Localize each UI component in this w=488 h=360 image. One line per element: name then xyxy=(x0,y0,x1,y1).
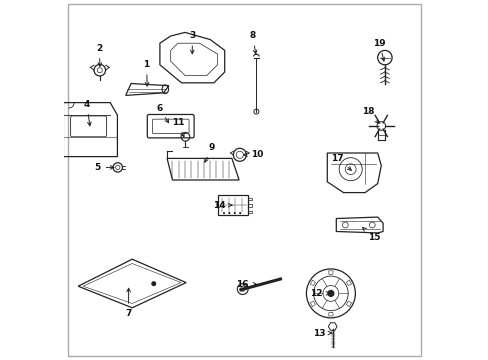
Circle shape xyxy=(228,212,230,214)
Text: 7: 7 xyxy=(125,288,131,318)
Text: 6: 6 xyxy=(156,104,168,123)
Text: 15: 15 xyxy=(362,228,380,242)
Text: 11: 11 xyxy=(171,118,184,137)
Text: 14: 14 xyxy=(213,201,231,210)
Circle shape xyxy=(151,281,156,286)
Text: 1: 1 xyxy=(143,60,149,86)
Text: 3: 3 xyxy=(189,31,195,54)
Bar xyxy=(247,198,251,200)
Text: 17: 17 xyxy=(330,154,351,170)
Text: 10: 10 xyxy=(243,150,263,159)
Text: 18: 18 xyxy=(361,107,378,123)
Circle shape xyxy=(233,212,235,214)
Text: 8: 8 xyxy=(249,31,256,54)
Text: 2: 2 xyxy=(97,44,102,66)
Text: 16: 16 xyxy=(236,280,256,289)
Text: 5: 5 xyxy=(94,163,114,172)
Bar xyxy=(247,211,251,213)
Text: 19: 19 xyxy=(372,39,385,61)
Text: 4: 4 xyxy=(83,100,91,126)
Text: 9: 9 xyxy=(204,143,215,162)
Text: 12: 12 xyxy=(309,289,329,298)
Circle shape xyxy=(327,291,333,296)
Bar xyxy=(218,195,247,215)
Circle shape xyxy=(223,212,224,214)
Text: 13: 13 xyxy=(312,328,331,338)
Bar xyxy=(247,204,251,207)
Circle shape xyxy=(239,212,241,214)
